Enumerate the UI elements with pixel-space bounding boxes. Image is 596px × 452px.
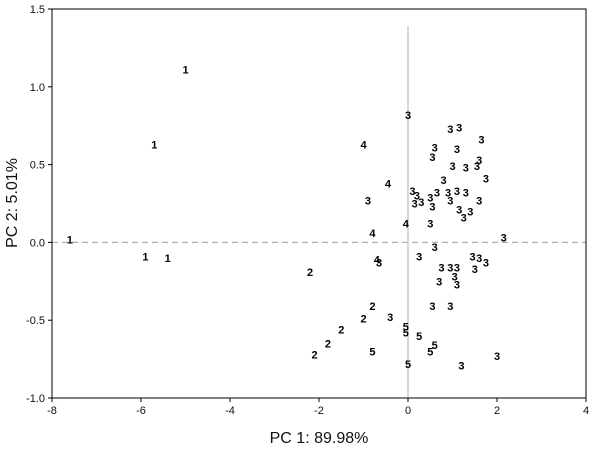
data-point-group-3: 3 [476,253,482,265]
data-point-group-3: 3 [501,233,507,245]
data-point-group-3: 3 [438,262,444,274]
y-tick-label: -1.0 [26,393,45,405]
y-axis-label: PC 2: 5.01% [4,158,21,248]
data-point-group-3: 3 [469,251,475,263]
data-point-group-3: 3 [441,175,447,187]
x-tick-label: 4 [583,405,589,417]
data-point-group-3: 3 [432,142,438,154]
data-point-group-3: 3 [412,199,418,211]
x-tick-label: -4 [225,405,235,417]
x-axis-label: PC 1: 89.98% [270,430,369,447]
data-point-group-3: 3 [483,174,489,186]
data-point-group-2: 2 [369,301,375,313]
data-point-group-1: 1 [67,234,73,246]
data-point-group-5: 5 [432,340,438,352]
data-point-group-3: 3 [409,186,415,198]
data-point-group-3: 3 [429,202,435,214]
data-point-group-3: 3 [476,155,482,167]
data-point-group-3: 3 [447,195,453,207]
data-point-group-3: 3 [449,161,455,173]
data-point-group-5: 5 [416,331,422,343]
y-tick-label: 1.5 [30,4,45,16]
data-point-group-3: 3 [452,272,458,284]
data-point-group-3: 3 [405,110,411,122]
data-point-group-3: 3 [447,262,453,274]
data-point-group-2: 2 [360,314,366,326]
y-axis-ticks: 1.5 1.0 0.5 0.0 -0.5 -1.0 [26,4,52,405]
data-point-group-3: 3 [429,152,435,164]
data-point-group-3: 3 [447,301,453,313]
y-tick-label: 0.0 [30,237,45,249]
data-point-group-3: 3 [478,135,484,147]
data-point-group-3: 3 [376,258,382,270]
data-point-group-3: 3 [483,258,489,270]
data-point-group-3: 3 [474,161,480,173]
data-point-group-2: 2 [325,339,331,351]
data-point-group-3: 3 [472,264,478,276]
data-point-group-5: 5 [405,359,411,371]
data-point-group-3: 3 [387,312,393,324]
data-point-group-4: 4 [369,228,376,240]
data-point-group-4: 4 [385,178,392,190]
data-point-group-1: 1 [142,251,148,263]
data-point-group-4: 4 [374,255,381,267]
reference-lines [52,26,586,398]
y-tick-label: -0.5 [26,315,45,327]
data-point-group-3: 3 [456,205,462,217]
y-tick-label: 1.0 [30,82,45,94]
data-point-group-2: 2 [311,349,317,361]
data-point-group-1: 1 [151,139,157,151]
data-point-group-3: 3 [463,163,469,175]
data-point-group-3: 3 [463,188,469,200]
data-point-group-3: 3 [416,251,422,263]
data-point-group-2: 2 [338,325,344,337]
data-point-group-3: 3 [447,124,453,136]
data-point-group-3: 3 [432,242,438,254]
data-point-group-3: 3 [454,262,460,274]
data-point-group-3: 3 [445,188,451,200]
data-point-group-3: 3 [414,191,420,203]
data-point-group-3: 3 [427,192,433,204]
data-point-group-5: 5 [369,346,375,358]
data-point-group-3: 3 [467,206,473,218]
x-tick-label: -2 [314,405,324,417]
data-point-group-3: 3 [456,122,462,134]
data-point-group-3: 3 [476,195,482,207]
data-point-group-4: 4 [360,139,367,151]
x-tick-label: 0 [405,405,411,417]
data-point-group-3: 3 [494,351,500,363]
data-point-group-3: 3 [365,195,371,207]
data-point-group-3: 3 [436,276,442,288]
data-point-group-3: 3 [427,219,433,231]
y-tick-label: 0.5 [30,160,45,172]
x-axis-ticks: -8 -6 -4 -2 0 2 4 [47,398,589,417]
data-point-group-5: 5 [403,328,409,340]
data-point-group-3: 3 [429,301,435,313]
data-point-group-1: 1 [182,65,188,77]
x-tick-label: -6 [136,405,146,417]
data-point-group-4: 4 [403,219,410,231]
data-point-group-3: 3 [454,279,460,291]
data-point-group-3: 3 [454,186,460,198]
data-point-group-1: 1 [165,253,171,265]
data-point-group-5: 5 [403,321,409,333]
data-point-group-5: 5 [427,346,433,358]
data-point-group-3: 3 [458,360,464,372]
x-tick-label: -8 [47,405,57,417]
data-point-group-2: 2 [307,267,313,279]
data-point-group-3: 3 [434,188,440,200]
data-point-group-3: 3 [418,197,424,209]
plot-frame [51,8,587,399]
data-point-group-3: 3 [461,213,467,225]
data-point-group-3: 3 [454,144,460,156]
x-tick-label: 2 [494,405,500,417]
